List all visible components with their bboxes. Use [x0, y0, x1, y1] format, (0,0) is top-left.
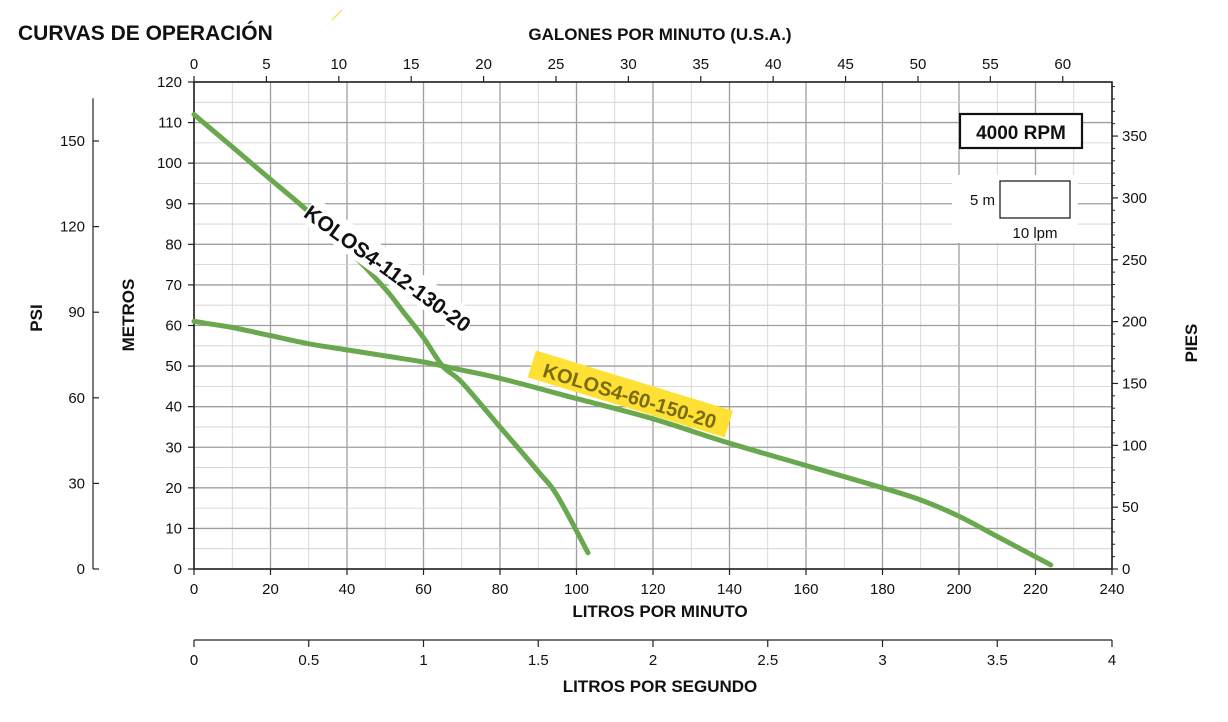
y-tick-label: 100	[157, 155, 182, 172]
x-tick-label: 200	[946, 581, 971, 598]
lps-tick-label: 3.5	[987, 652, 1008, 669]
lps-tick-label: 3	[878, 652, 886, 669]
y-tick-label: 20	[165, 480, 182, 497]
top-tick-label: 25	[548, 56, 565, 73]
top-tick-label: 40	[765, 56, 782, 73]
right-tick-label: 50	[1122, 499, 1139, 516]
y-tick-label: 10	[165, 520, 182, 537]
y-axis: 0 10 20 30 40 50 60 70 80 90 100 110 120	[157, 74, 194, 578]
y-tick-label: 110	[158, 115, 182, 132]
top-tick-label: 15	[403, 56, 420, 73]
right-tick-label: 150	[1122, 375, 1147, 392]
scale-rect	[999, 180, 1071, 219]
series-label-2-bg	[527, 350, 733, 438]
top-tick-label: 30	[620, 56, 637, 73]
x-tick-label: 80	[492, 581, 509, 598]
top-tick-label: 35	[692, 56, 709, 73]
top-tick-label: 0	[190, 56, 198, 73]
psi-axis: 0 30 60 90 120 150	[60, 98, 99, 578]
lps-tick-label: 4	[1108, 652, 1116, 669]
y-tick-label: 120	[157, 74, 182, 91]
x-tick-label: 160	[793, 581, 818, 598]
y-tick-label: 50	[165, 358, 182, 375]
psi-tick-label: 150	[60, 133, 85, 150]
series-label-1: KOLOS4-112-130-20	[299, 197, 478, 338]
right-axis-label: PIES	[1182, 324, 1201, 363]
y-axis-label: METROS	[119, 279, 138, 352]
series-layer	[191, 112, 1054, 568]
x-tick-label: 180	[870, 581, 895, 598]
lps-tick-label: 0	[190, 652, 198, 669]
x-tick-label: 100	[564, 581, 589, 598]
top-tick-label: 45	[837, 56, 854, 73]
x-tick-label: 40	[339, 581, 356, 598]
top-axis: 0 5 10 15 20 25 30 35 40 45 50 55 60	[190, 56, 1071, 82]
series-label-kolos4-112-130-20: KOLOS4-112-130-20	[300, 201, 475, 337]
psi-tick-label: 0	[77, 561, 85, 578]
y-tick-label: 40	[165, 399, 182, 416]
lps-tick-label: 2.5	[757, 652, 778, 669]
scale-horizontal-label: 10 lpm	[1012, 225, 1057, 242]
right-tick-label: 350	[1122, 128, 1147, 145]
x-axis-label: LITROS POR MINUTO	[572, 602, 747, 621]
lps-axis: 0 0.5 1 1.5 2 2.5 3 3.5 4	[190, 639, 1116, 669]
lps-axis-label: LITROS POR SEGUNDO	[563, 677, 758, 696]
x-tick-label: 120	[640, 581, 665, 598]
right-tick-label: 250	[1122, 252, 1147, 269]
y-tick-label: 80	[165, 236, 182, 253]
scale-box: 5 m 10 lpm	[952, 175, 1078, 243]
top-tick-label: 60	[1054, 56, 1071, 73]
x-tick-label: 20	[262, 581, 279, 598]
y-tick-label: 90	[165, 196, 182, 213]
chart-title: CURVAS DE OPERACIÓN	[18, 21, 273, 45]
top-tick-label: 20	[475, 56, 492, 73]
lps-tick-label: 1.5	[528, 652, 549, 669]
x-tick-label: 140	[717, 581, 742, 598]
rpm-box: 4000 RPM	[958, 112, 1084, 150]
y-tick-label: 70	[165, 277, 182, 294]
top-tick-label: 50	[910, 56, 927, 73]
psi-tick-label: 30	[68, 475, 85, 492]
psi-tick-label: 60	[68, 390, 85, 407]
x-tick-label: 0	[190, 581, 198, 598]
lps-tick-label: 0.5	[298, 652, 319, 669]
top-tick-label: 5	[262, 56, 270, 73]
rpm-label: 4000 RPM	[976, 123, 1066, 144]
decorative-stroke	[331, 9, 343, 21]
psi-tick-label: 120	[60, 219, 85, 236]
y-tick-label: 30	[165, 439, 182, 456]
right-tick-label: 100	[1122, 437, 1147, 454]
lps-tick-label: 2	[649, 652, 657, 669]
psi-tick-label: 90	[68, 304, 85, 321]
series-label-1-bg	[299, 197, 478, 338]
rpm-box-frame	[958, 112, 1084, 150]
series-line-kolos4-60-150-20	[191, 318, 1054, 568]
right-tick-label: 0	[1122, 561, 1130, 578]
psi-axis-label: PSI	[27, 304, 46, 331]
lps-tick-label: 1	[419, 652, 427, 669]
right-tick-label: 200	[1122, 314, 1147, 331]
x-tick-label: 240	[1099, 581, 1124, 598]
right-tick-label: 300	[1122, 190, 1147, 207]
x-axis: 0 20 40 60 80 100 120 140 160 180 200 220 240	[190, 569, 1125, 598]
grid	[193, 81, 1113, 570]
y-tick-label: 60	[165, 318, 182, 335]
x-tick-label: 220	[1023, 581, 1048, 598]
top-tick-label: 55	[982, 56, 999, 73]
x-tick-label: 60	[415, 581, 432, 598]
right-axis: 0 50 100 150 200 250 300 350	[1112, 86, 1147, 578]
top-axis-label: GALONES POR MINUTO (U.S.A.)	[528, 25, 791, 44]
scale-vertical-label: 5 m	[970, 192, 995, 209]
y-tick-label: 0	[174, 561, 182, 578]
top-tick-label: 10	[330, 56, 347, 73]
series-line-kolos4-112-130-20	[191, 112, 591, 556]
